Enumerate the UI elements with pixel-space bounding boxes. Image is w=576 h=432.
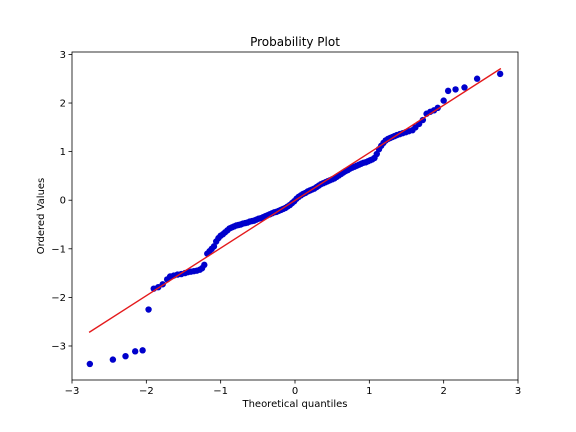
y-axis-label: Ordered Values — [36, 178, 47, 255]
y-tick-label-4: 1 — [60, 147, 66, 158]
axes: −3 −2 −1 0 1 2 3 −3 −2 −1 0 1 2 3 — [51, 50, 521, 397]
y-tick-label-5: 2 — [60, 99, 66, 110]
data-point-125 — [496, 70, 504, 78]
x-axis-label: Theoretical quantiles — [241, 399, 347, 410]
y-tick-label-1: −2 — [51, 293, 66, 304]
data-point-122 — [452, 86, 459, 93]
data-point-25 — [210, 243, 218, 250]
x-tick-label-4: 1 — [366, 386, 372, 397]
data-point-5 — [145, 306, 152, 313]
plot-area — [86, 67, 504, 368]
chart-title: Probability Plot — [250, 35, 340, 49]
y-tick-label-0: −3 — [51, 341, 66, 352]
y-tick-label-6: 3 — [60, 50, 66, 61]
x-tick-label-5: 2 — [440, 386, 446, 397]
x-tick-label-1: −2 — [139, 386, 154, 397]
x-tick-label-3: 0 — [292, 386, 298, 397]
data-point-4 — [139, 347, 146, 354]
data-point-0 — [86, 360, 94, 368]
data-point-115 — [419, 116, 427, 124]
data-point-3 — [131, 348, 139, 355]
data-point-124 — [473, 75, 481, 82]
x-tick-label-0: −3 — [65, 386, 80, 397]
y-tick-label-2: −1 — [51, 244, 66, 255]
data-point-120 — [440, 97, 447, 104]
x-tick-label-2: −1 — [213, 386, 228, 397]
data-point-121 — [444, 87, 452, 95]
data-point-98 — [373, 150, 380, 158]
fit-line — [88, 67, 502, 333]
data-point-2 — [122, 352, 129, 360]
y-tick-label-3: 0 — [60, 196, 66, 207]
data-point-123 — [461, 84, 468, 91]
x-tick-label-6: 3 — [515, 386, 521, 397]
data-point-1 — [109, 356, 117, 363]
data-point-21 — [201, 261, 208, 269]
